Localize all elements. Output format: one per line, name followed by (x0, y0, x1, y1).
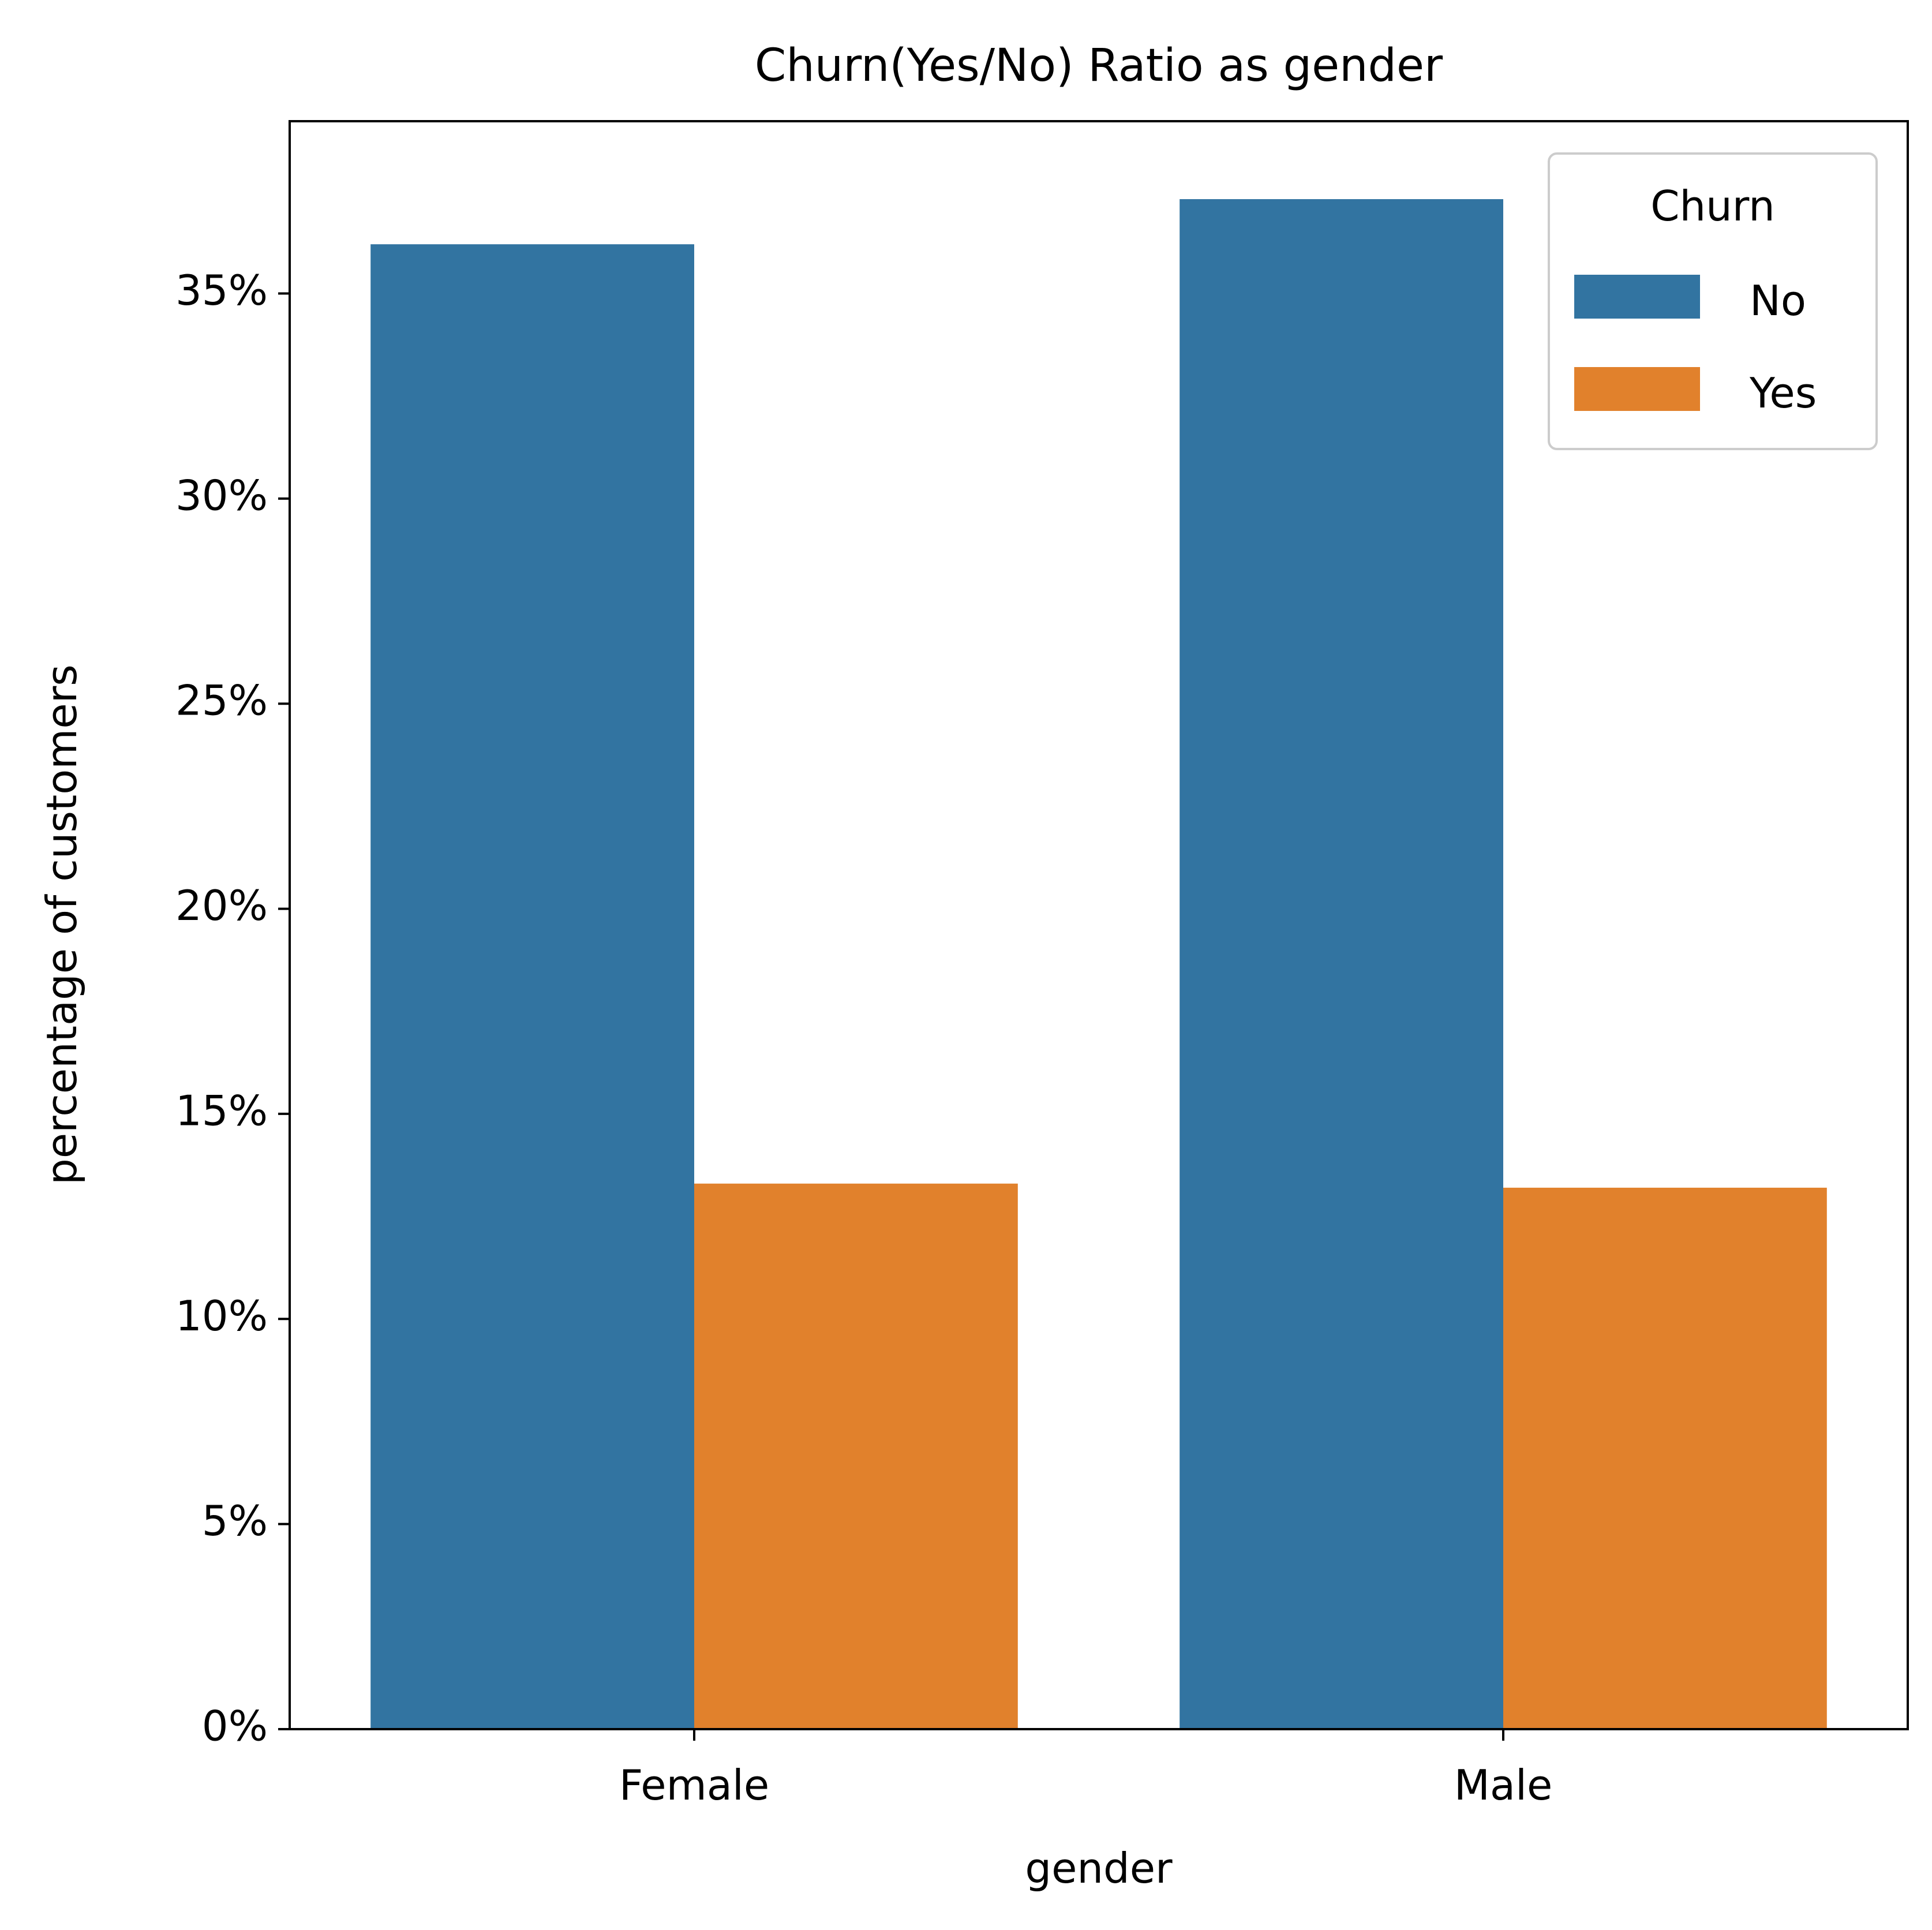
y-axis-label: percentage of customers (38, 664, 86, 1185)
y-tick-label: 30% (175, 471, 268, 519)
y-axis: 0% 5% 10% 15% 20% 25% 30% 35% (175, 266, 290, 1751)
bar-female-yes (694, 1183, 1018, 1729)
legend: Churn No Yes (1548, 152, 1878, 450)
bar-male-yes (1503, 1187, 1827, 1729)
legend-swatch-no (1574, 275, 1700, 319)
y-tick-label: 10% (175, 1292, 268, 1340)
x-tick-label: Female (619, 1761, 769, 1809)
y-tick-label: 25% (175, 676, 268, 725)
bar-female-no (370, 244, 694, 1729)
legend-title: Churn (1650, 182, 1775, 230)
legend-swatch-yes (1574, 367, 1700, 411)
x-axis-label: gender (1025, 1844, 1173, 1892)
y-tick-label: 5% (202, 1497, 268, 1545)
bars (370, 199, 1827, 1730)
y-tick-label: 0% (202, 1702, 268, 1751)
x-axis: Female Male (619, 1729, 1552, 1809)
legend-label-no: No (1750, 276, 1806, 325)
plot-frame (289, 120, 1909, 1730)
bar-male-no (1180, 199, 1503, 1730)
y-tick-label: 35% (175, 266, 268, 315)
legend-label-yes: Yes (1749, 369, 1817, 417)
x-tick-label: Male (1454, 1761, 1553, 1809)
chart-title: Churn(Yes/No) Ratio as gender (755, 40, 1443, 92)
y-tick-label: 20% (175, 881, 268, 930)
y-tick-label: 15% (175, 1086, 268, 1135)
